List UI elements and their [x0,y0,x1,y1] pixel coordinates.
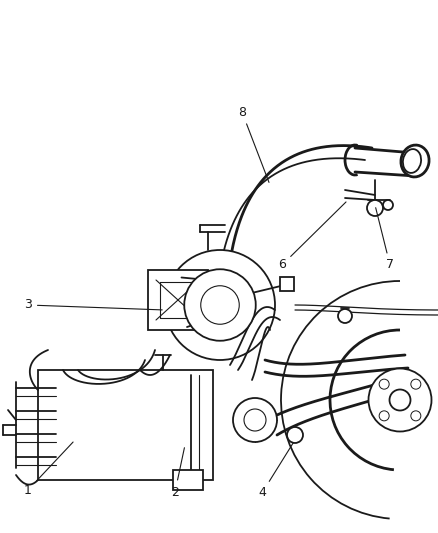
Circle shape [378,379,388,389]
Ellipse shape [400,145,428,177]
Circle shape [410,379,420,389]
FancyBboxPatch shape [279,277,293,291]
FancyBboxPatch shape [173,470,202,490]
Circle shape [165,250,274,360]
Circle shape [410,411,420,421]
Circle shape [389,390,410,410]
Circle shape [366,200,382,216]
Text: 6: 6 [277,202,345,271]
Text: 7: 7 [375,208,393,271]
Circle shape [184,269,255,341]
Text: 3: 3 [24,298,162,311]
Text: 8: 8 [237,106,268,182]
FancyBboxPatch shape [148,270,208,330]
Circle shape [378,411,388,421]
Text: 4: 4 [258,442,293,499]
Text: 1: 1 [24,442,73,497]
Circle shape [200,286,239,324]
Circle shape [233,398,276,442]
Circle shape [367,368,431,432]
Circle shape [244,409,265,431]
Text: 2: 2 [171,448,184,498]
Circle shape [382,200,392,210]
Circle shape [286,427,302,443]
FancyBboxPatch shape [38,370,212,480]
Ellipse shape [402,149,420,173]
Circle shape [337,309,351,323]
